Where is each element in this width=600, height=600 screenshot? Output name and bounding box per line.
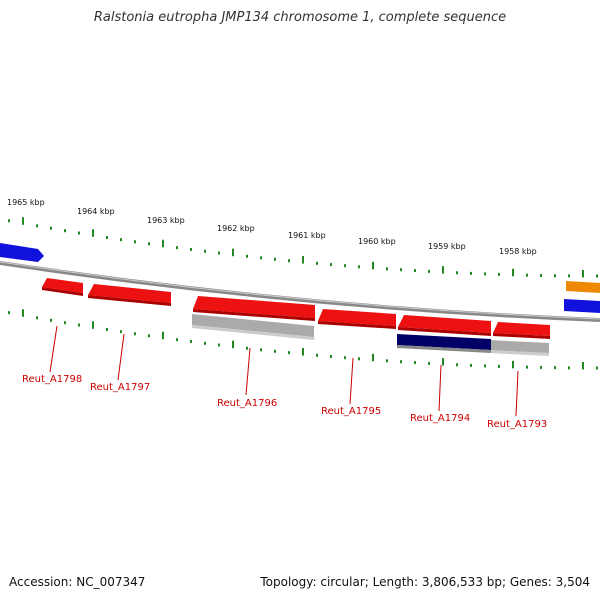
gene-label-reut-a1794: Reut_A1794	[410, 413, 470, 424]
kbp-label-1958: 1958 kbp	[499, 247, 537, 256]
leader-a1795	[349, 357, 354, 405]
gene-orange-top-right	[566, 281, 600, 293]
feature-gray-a1793	[489, 340, 549, 356]
kbp-label-1963: 1963 kbp	[147, 216, 185, 225]
kbp-label-1965: 1965 kbp	[7, 198, 45, 207]
leader-a1794	[438, 364, 442, 412]
gene-label-reut-a1798: Reut_A1798	[22, 374, 82, 385]
accession-text: Accession: NC_007347	[9, 575, 146, 589]
leader-a1796	[245, 347, 251, 396]
kbp-label-1962: 1962 kbp	[217, 224, 255, 233]
chromosome-backbone-highlight	[0, 261, 600, 320]
gene-label-reut-a1795: Reut_A1795	[321, 406, 381, 417]
leader-a1793	[515, 370, 519, 417]
gene-reut-a1798[interactable]	[42, 278, 83, 296]
leader-a1798	[49, 325, 58, 373]
gene-blue-right	[564, 299, 600, 313]
gene-reut-a1796[interactable]	[193, 296, 315, 321]
gene-reut-a1797[interactable]	[88, 284, 171, 306]
outer-tick-track	[8, 217, 598, 278]
gene-reut-a1795[interactable]	[318, 309, 396, 329]
gene-reut-a1794[interactable]	[398, 315, 491, 336]
chromosome-backbone	[0, 261, 600, 322]
gene-label-reut-a1797: Reut_A1797	[90, 382, 150, 393]
kbp-label-1964: 1964 kbp	[77, 207, 115, 216]
gene-label-reut-a1796: Reut_A1796	[217, 398, 277, 409]
inner-tick-track	[8, 309, 598, 370]
leader-a1797	[117, 333, 125, 381]
feature-navy-a1794	[397, 334, 491, 353]
kbp-label-1961: 1961 kbp	[288, 231, 326, 240]
kbp-label-1959: 1959 kbp	[428, 242, 466, 251]
kbp-label-1960: 1960 kbp	[358, 237, 396, 246]
gene-reut-a1793[interactable]	[493, 322, 550, 339]
gene-blue-top-left[interactable]	[0, 243, 44, 262]
genome-summary-text: Topology: circular; Length: 3,806,533 bp…	[260, 575, 590, 589]
feature-gray-a1796	[192, 314, 314, 340]
map-title: Ralstonia eutropha JMP134 chromosome 1, …	[93, 10, 507, 25]
gene-label-reut-a1793: Reut_A1793	[487, 419, 547, 430]
